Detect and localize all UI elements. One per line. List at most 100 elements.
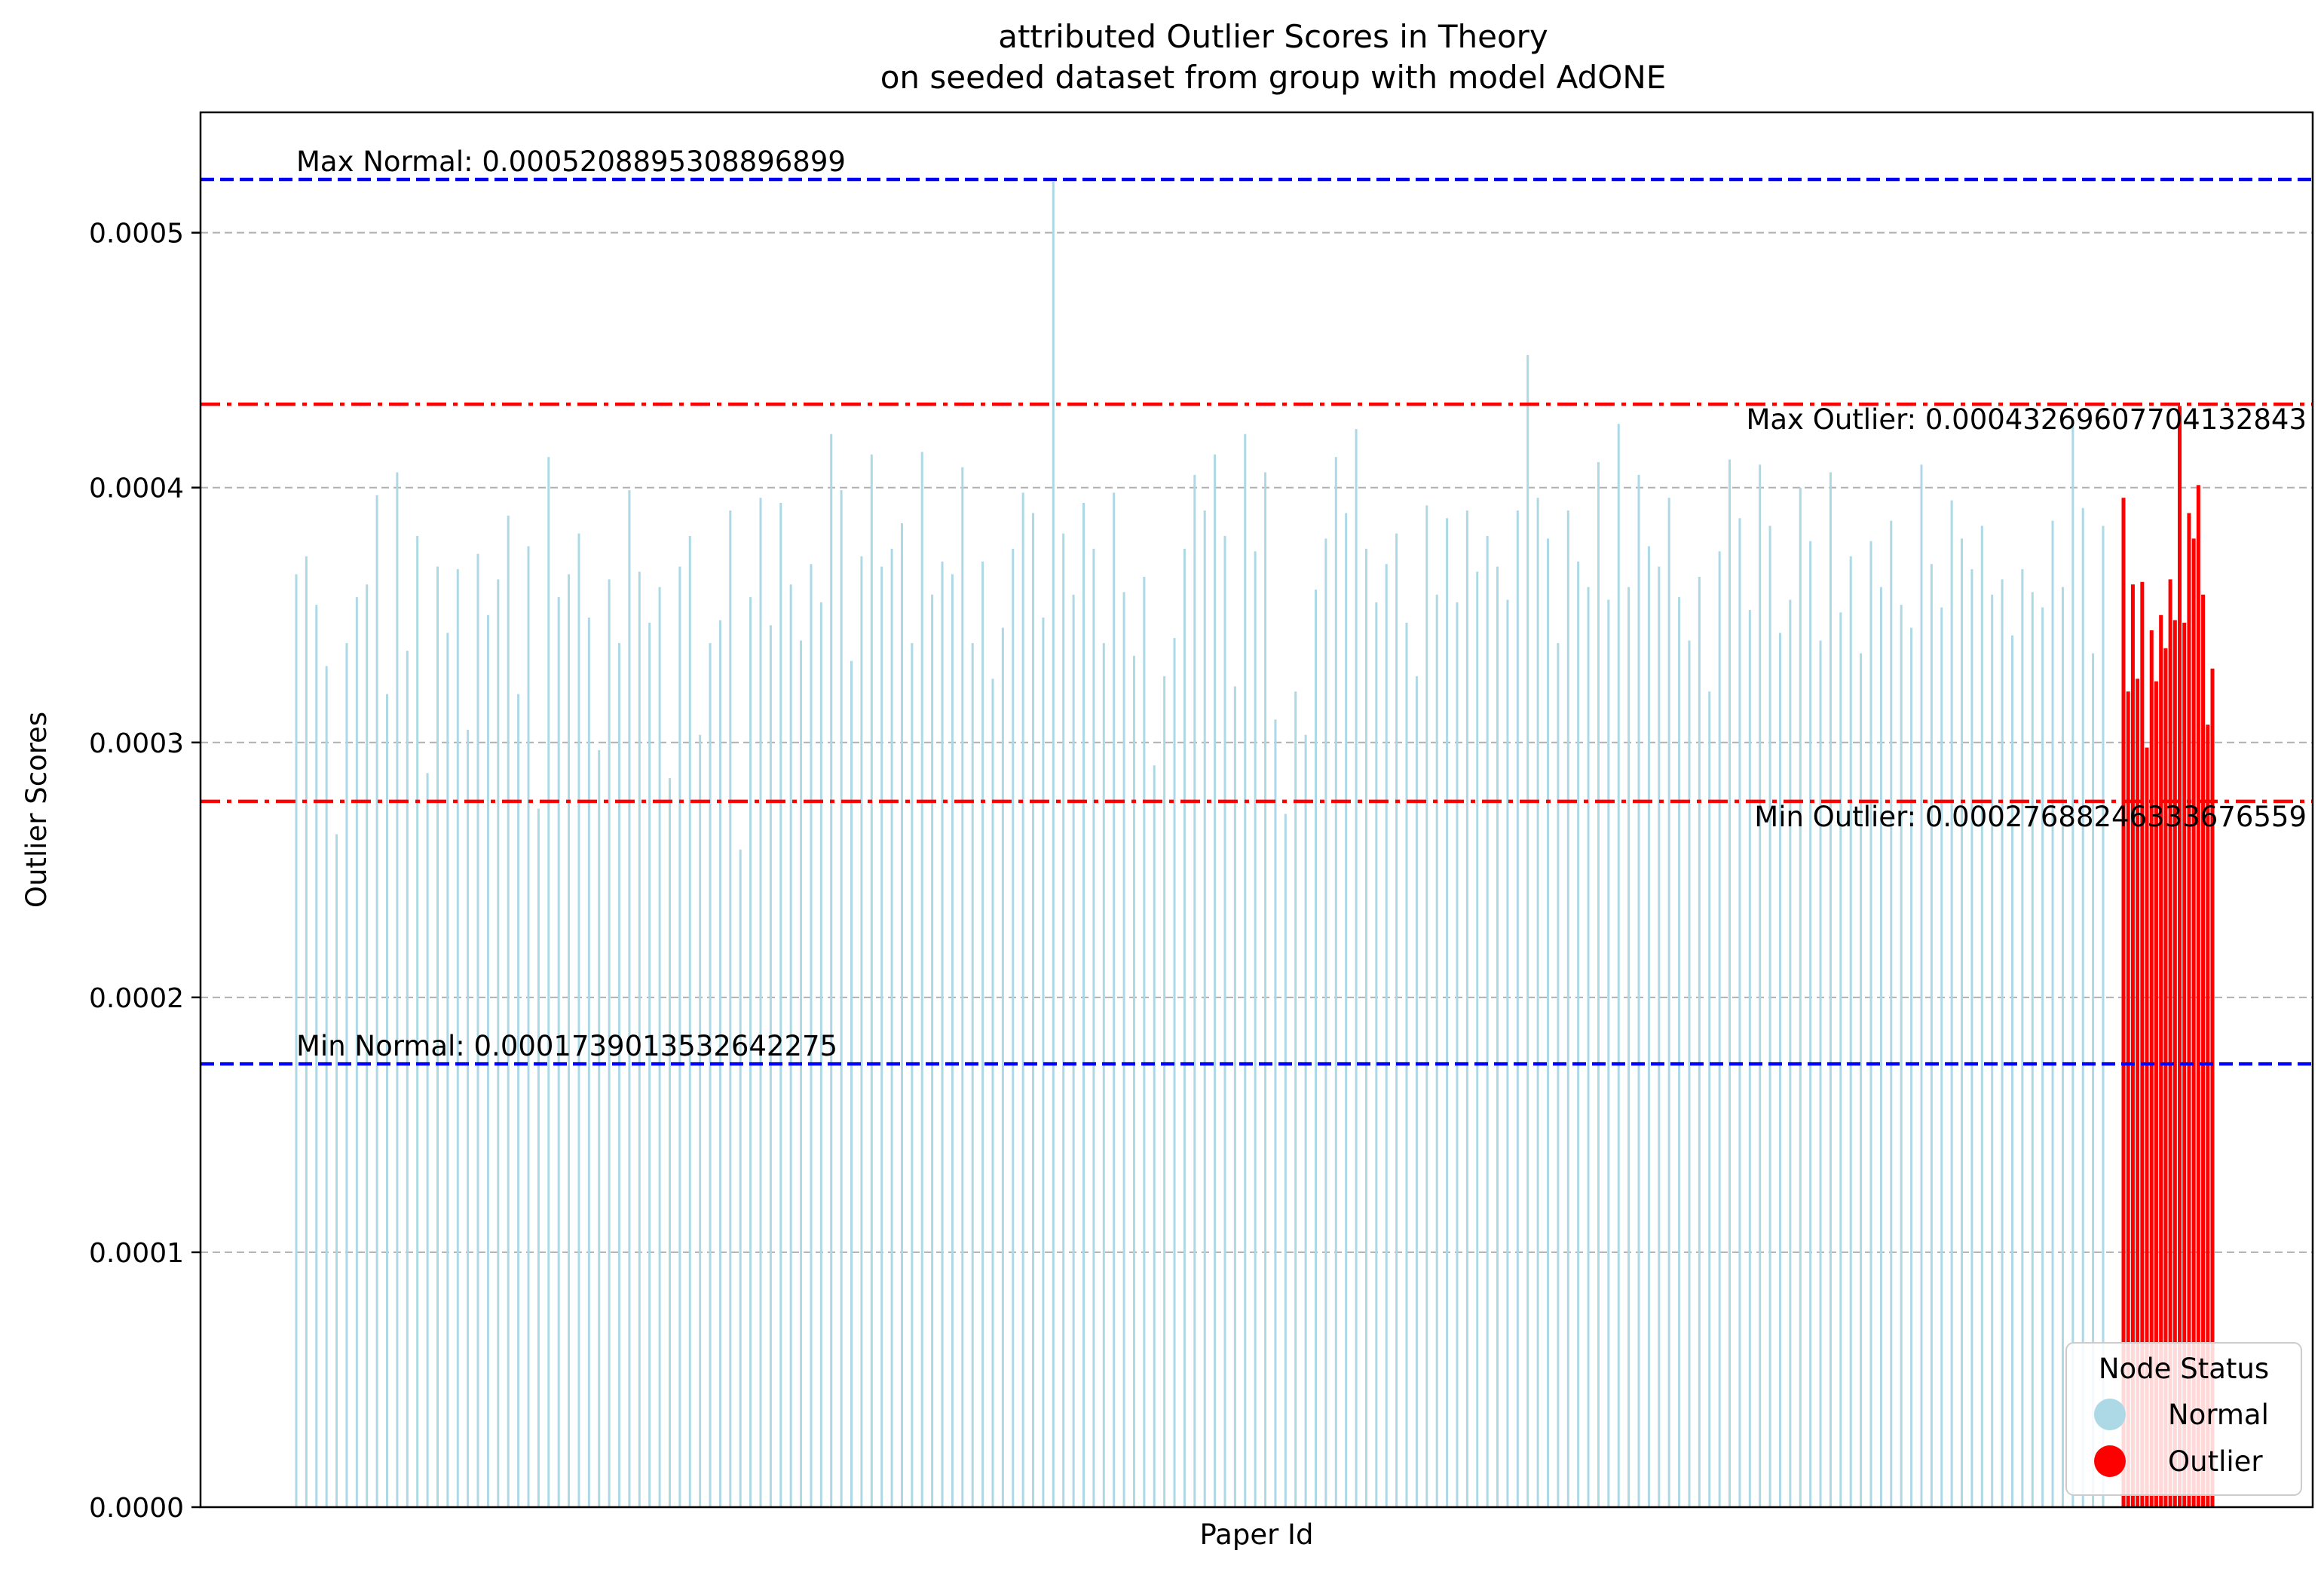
normal-bar	[1546, 538, 1549, 1507]
normal-bar	[1264, 472, 1267, 1507]
outlier-bar	[2172, 620, 2177, 1507]
normal-bar	[1526, 354, 1529, 1507]
normal-bar	[1728, 459, 1732, 1508]
normal-bar	[1627, 587, 1630, 1507]
outlier-bar	[2145, 747, 2149, 1507]
chart-subtitle: on seeded dataset from group with model …	[880, 59, 1667, 96]
normal-bar	[436, 566, 439, 1507]
outlier-bar	[2121, 498, 2126, 1507]
normal-bar	[416, 535, 419, 1507]
normal-bar	[537, 808, 540, 1507]
normal-bar	[1829, 472, 1832, 1507]
normal-bar	[1658, 566, 1661, 1507]
legend: Node Status Normal Outlier	[2065, 1342, 2302, 1496]
normal-bar	[951, 574, 954, 1508]
normal-bar	[1536, 498, 1539, 1507]
normal-bar	[1647, 546, 1650, 1507]
normal-bar	[1778, 633, 1781, 1507]
normal-bar	[920, 452, 923, 1507]
normal-bar	[1748, 609, 1751, 1507]
outlier-bar	[2136, 679, 2140, 1507]
normal-bar	[2071, 424, 2074, 1507]
normal-bar	[507, 515, 510, 1507]
normal-bar	[1395, 533, 1398, 1508]
normal-bar	[699, 734, 702, 1507]
min-normal-label: Min Normal: 0.0001739013532642275	[296, 1030, 837, 1062]
normal-bar	[1940, 607, 1943, 1508]
normal-bar	[1980, 526, 1983, 1507]
outlier-bar	[2196, 485, 2200, 1507]
normal-bar	[467, 729, 470, 1507]
x-axis-label: Paper Id	[1200, 1518, 1314, 1551]
normal-bar	[991, 679, 994, 1507]
normal-bar	[1476, 571, 1479, 1507]
normal-bar	[1355, 428, 1358, 1507]
normal-bar	[406, 651, 409, 1507]
normal-bar	[1113, 492, 1116, 1507]
normal-bar	[729, 510, 732, 1508]
y-tick-label: 0.0005	[89, 219, 184, 250]
plot-frame	[199, 111, 2314, 1509]
legend-title: Node Status	[2099, 1353, 2269, 1385]
outlier-bar	[2168, 579, 2172, 1508]
outlier-bar	[2163, 648, 2168, 1508]
normal-bar	[1516, 510, 1519, 1508]
outlier-bar	[2206, 725, 2210, 1507]
outlier-bar	[2159, 614, 2163, 1507]
max-outlier-label: Max Outlier: 0.00043269607704132843	[1746, 403, 2307, 436]
normal-bar	[386, 694, 389, 1507]
normal-bar	[900, 523, 903, 1507]
normal-bar	[638, 571, 641, 1507]
normal-bar	[1961, 538, 1964, 1507]
normal-bar	[355, 597, 358, 1507]
normal-bar	[1566, 510, 1569, 1508]
normal-bar	[1637, 474, 1640, 1507]
normal-bar	[325, 666, 328, 1507]
legend-label-outlier: Outlier	[2168, 1445, 2263, 1478]
normal-bar	[1173, 638, 1176, 1507]
normal-bar	[1214, 454, 1217, 1508]
normal-bar	[1869, 541, 1872, 1507]
normal-bar	[668, 778, 671, 1507]
normal-bar	[1001, 627, 1004, 1507]
normal-bar	[1294, 691, 1297, 1507]
normal-bar	[1617, 424, 1620, 1507]
normal-bar	[830, 434, 833, 1507]
y-axis-label: Outlier Scores	[20, 712, 53, 908]
normal-bar	[1233, 686, 1236, 1507]
normal-bar	[1143, 577, 1146, 1507]
normal-bar	[1950, 500, 1953, 1507]
normal-bar	[1557, 642, 1560, 1507]
y-tick-label: 0.0004	[89, 473, 184, 504]
normal-bar	[1890, 520, 1893, 1507]
normal-bar	[1032, 513, 1035, 1507]
normal-bar	[366, 584, 369, 1508]
normal-bar	[931, 594, 934, 1507]
normal-bar	[446, 633, 449, 1507]
normal-bar	[1375, 602, 1378, 1508]
normal-bar	[1254, 551, 1257, 1508]
outlier-bar	[2154, 681, 2158, 1508]
normal-bar	[1163, 676, 1166, 1508]
normal-bar	[981, 561, 984, 1508]
normal-bar	[1597, 461, 1600, 1507]
normal-bar	[2061, 587, 2064, 1507]
outlier-bar	[2191, 538, 2196, 1507]
min-outlier-label: Min Outlier: 0.00027688246333676559	[1754, 801, 2307, 833]
normal-bar	[1284, 814, 1287, 1507]
normal-bar	[1486, 535, 1489, 1507]
normal-bar	[1849, 556, 1852, 1508]
outlier-bar	[2126, 691, 2130, 1507]
normal-bar	[759, 498, 762, 1507]
normal-bar	[961, 467, 964, 1507]
y-axis-ticks: 0.0000 0.0001 0.0002 0.0003 0.0004 0.0005	[89, 219, 201, 1524]
normal-bar	[1465, 510, 1468, 1508]
normal-bar	[1809, 541, 1812, 1507]
normal-bar	[1607, 599, 1610, 1507]
normal-bar	[1768, 526, 1771, 1507]
normal-bar	[1910, 627, 1913, 1507]
normal-bar	[1122, 592, 1125, 1507]
outlier-bar	[2140, 581, 2145, 1507]
normal-bar	[305, 556, 308, 1508]
normal-bar	[1193, 474, 1196, 1507]
